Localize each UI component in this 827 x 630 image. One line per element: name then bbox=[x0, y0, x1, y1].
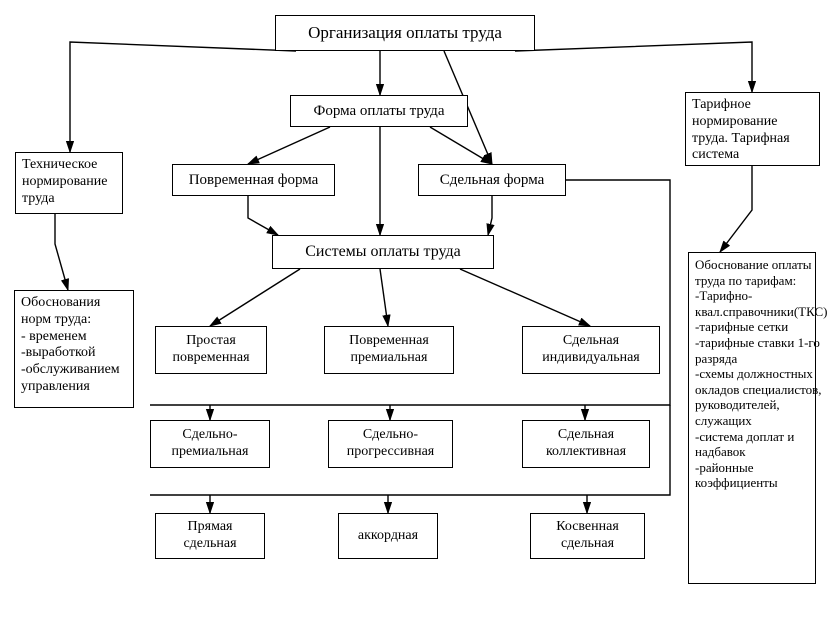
node-systems: Системы оплаты труда bbox=[272, 235, 494, 269]
node-piecePremium: Сдельно-премиальная bbox=[150, 420, 270, 468]
node-form: Форма оплаты труда bbox=[290, 95, 468, 127]
edge bbox=[248, 127, 330, 164]
node-tech: Техническое нормирование труда bbox=[15, 152, 123, 214]
node-tariffDetail: Обоснование оплаты труда по тарифам: -Та… bbox=[688, 252, 816, 584]
node-pieceProgr: Сдельно-прогрессивная bbox=[328, 420, 453, 468]
edge bbox=[488, 196, 492, 235]
edge bbox=[248, 196, 278, 235]
edge bbox=[515, 42, 752, 92]
node-directPiece: Прямая сдельная bbox=[155, 513, 265, 559]
node-pieceIndiv: Сдельная индивидуальная bbox=[522, 326, 660, 374]
edge bbox=[210, 269, 300, 326]
node-indirect: Косвенная сдельная bbox=[530, 513, 645, 559]
node-timeForm: Повременная форма bbox=[172, 164, 335, 196]
node-pieceForm: Сдельная форма bbox=[418, 164, 566, 196]
edge bbox=[720, 166, 752, 252]
node-accord: аккордная bbox=[338, 513, 438, 559]
node-simpleTime: Простая повременная bbox=[155, 326, 267, 374]
edge bbox=[668, 405, 670, 495]
node-root: Организация оплаты труда bbox=[275, 15, 535, 51]
node-timePremium: Повременная премиальная bbox=[324, 326, 454, 374]
edge bbox=[380, 269, 388, 326]
node-pieceCollect: Сдельная коллективная bbox=[522, 420, 650, 468]
edge bbox=[460, 269, 590, 326]
node-norms: Обоснования норм труда: - временем -выра… bbox=[14, 290, 134, 408]
edge bbox=[70, 42, 296, 152]
edge bbox=[430, 127, 492, 164]
edge bbox=[55, 214, 68, 290]
node-tariff: Тарифное нормирование труда. Тарифная си… bbox=[685, 92, 820, 166]
